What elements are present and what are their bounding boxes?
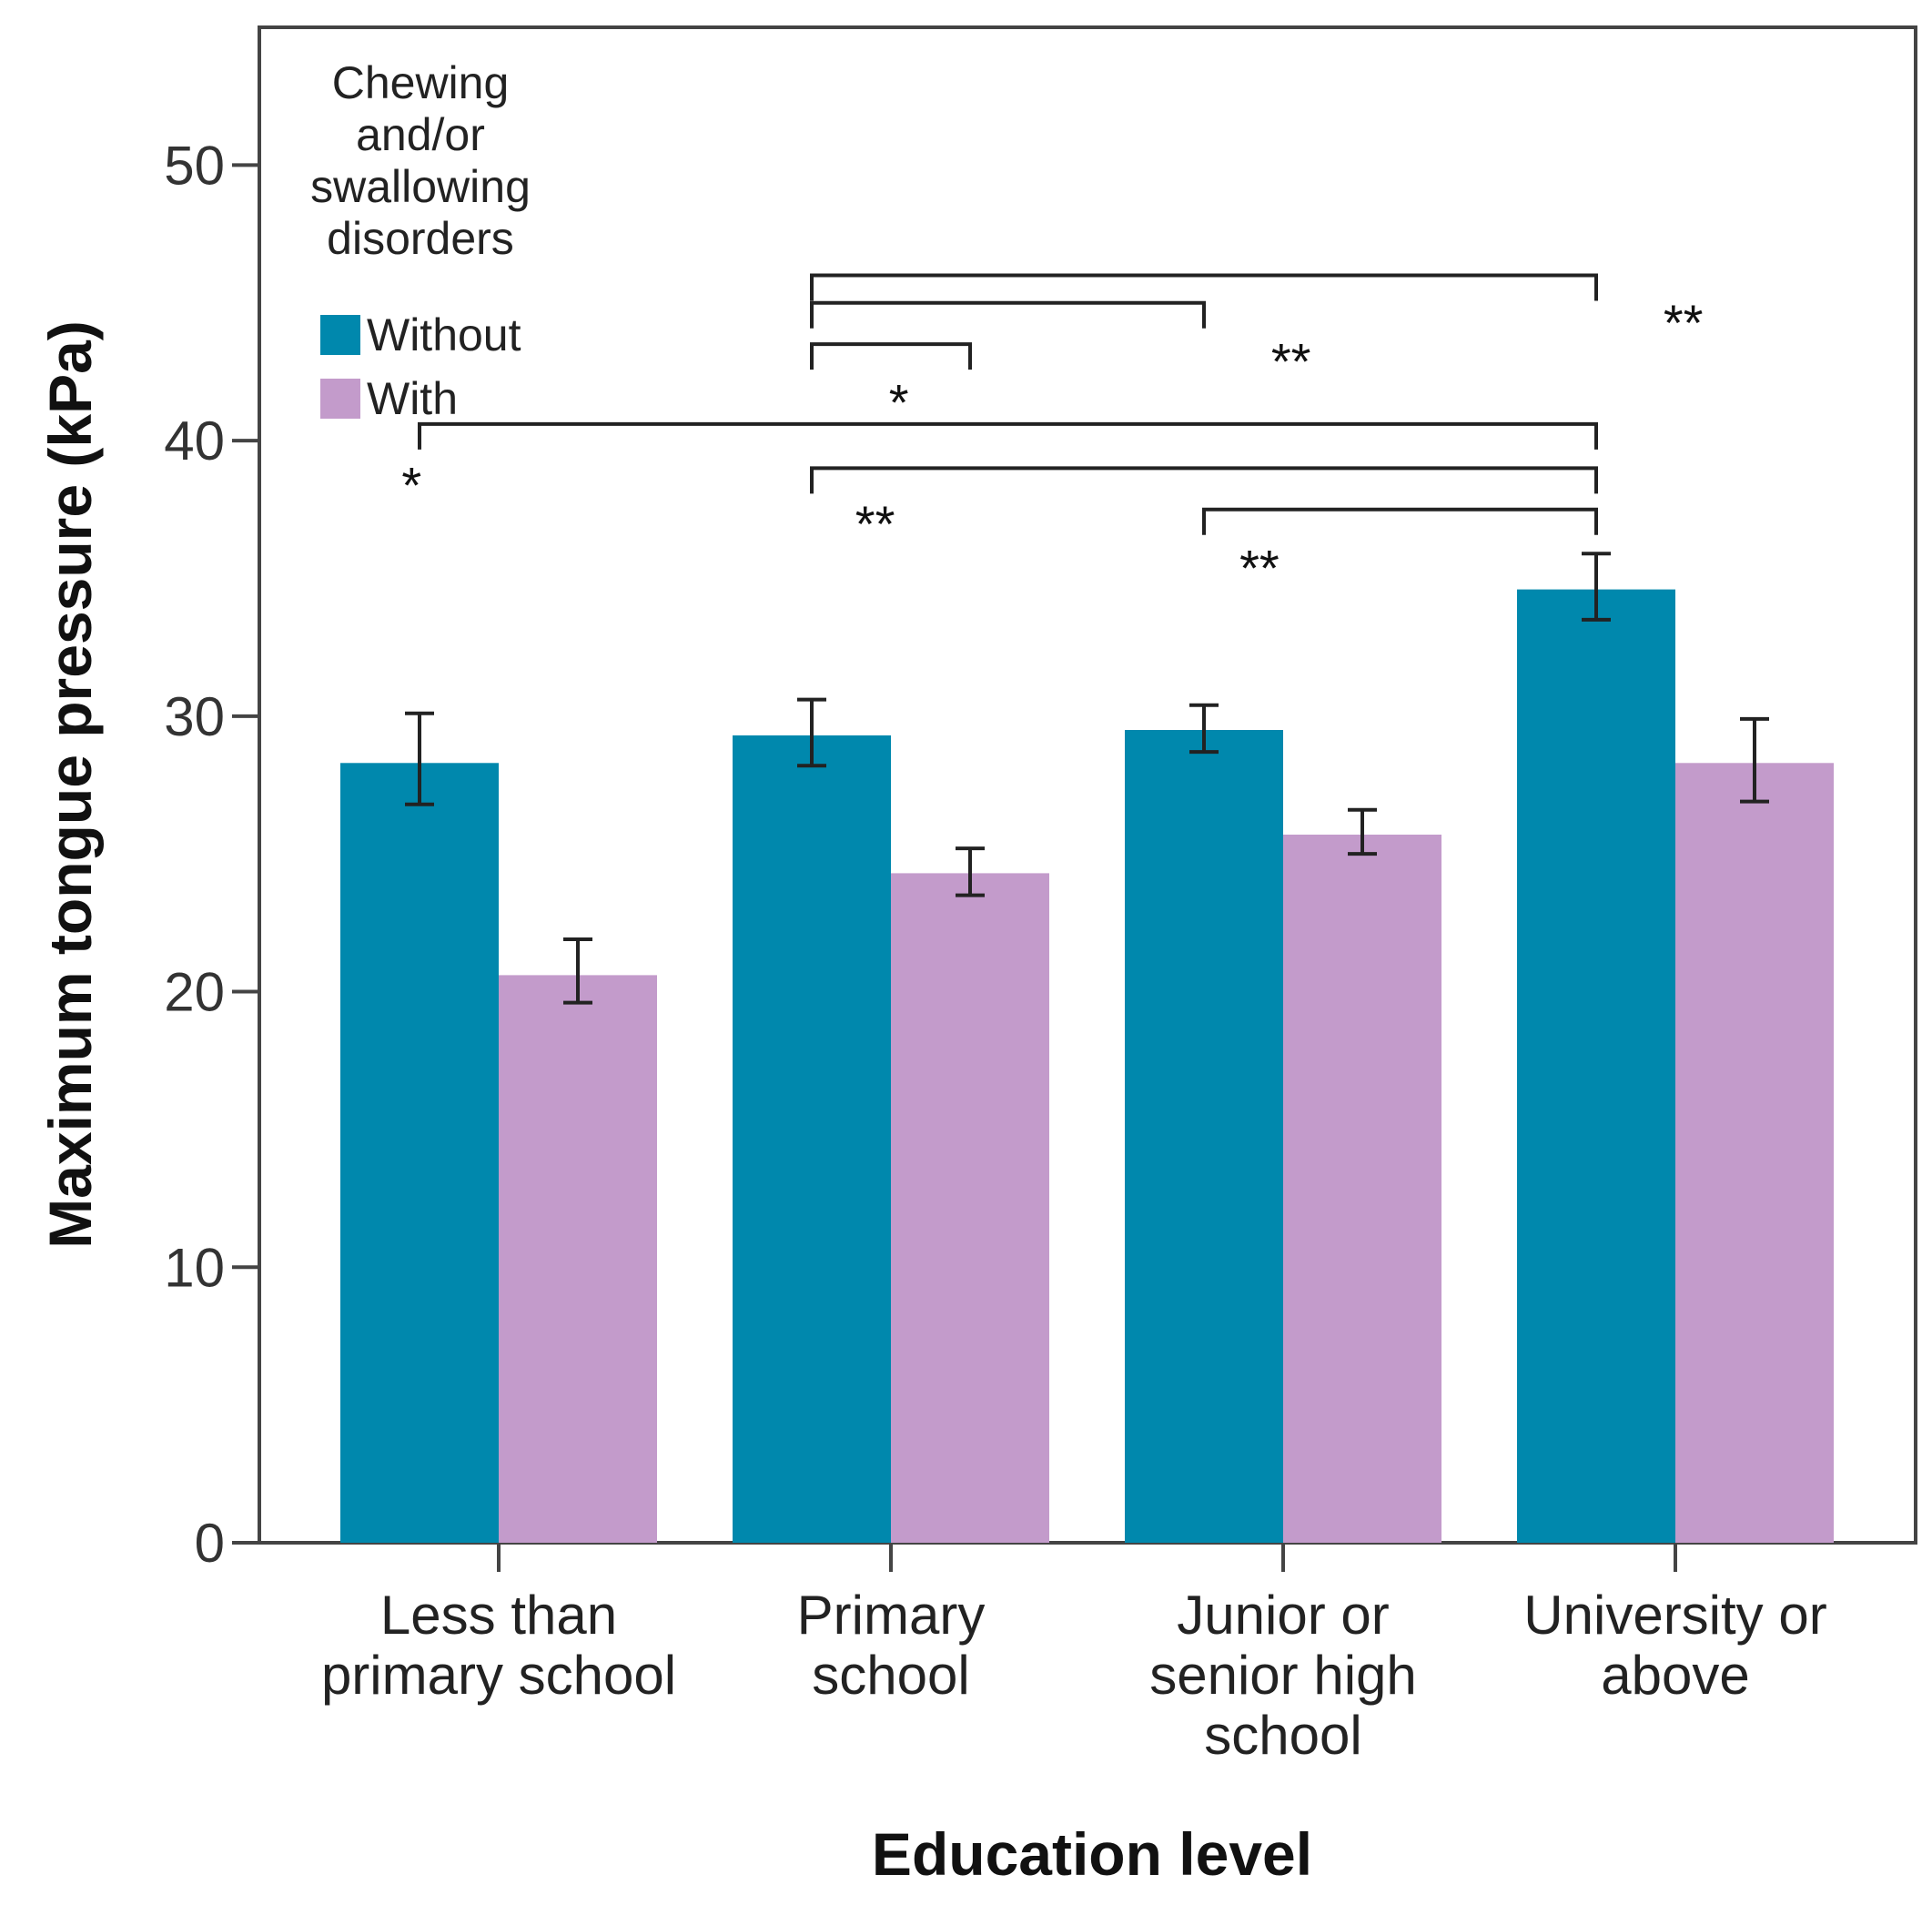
significance-bracket-3 — [418, 421, 1598, 450]
significance-label-4: ** — [855, 495, 895, 552]
y-axis-title: Maximum tongue pressure (kPa) — [36, 320, 104, 1249]
bars-layer — [340, 589, 1834, 1543]
legend-title-line: Chewing — [332, 57, 510, 108]
significance-label-2: * — [889, 374, 909, 431]
legend-title: Chewing and/or swallowing disorders — [310, 57, 531, 264]
x-tick-label-3: University or above — [1523, 1585, 1826, 1706]
error-bars-layer — [405, 552, 1769, 1005]
bar-with-0 — [499, 975, 657, 1543]
y-tick-label-30: 30 — [164, 686, 225, 747]
legend-swatch-with — [320, 379, 360, 419]
x-tick-label-line: University or — [1523, 1585, 1826, 1646]
x-tick-label-1: Primary school — [797, 1585, 986, 1706]
legend-title-line: disorders — [327, 213, 514, 264]
x-tick-label-line: primary school — [321, 1645, 676, 1706]
bar-with-1 — [891, 873, 1049, 1543]
x-tick-label-line: senior high — [1149, 1645, 1417, 1706]
significance-label-0: ** — [1664, 294, 1704, 351]
y-tick-label-10: 10 — [164, 1237, 225, 1298]
x-tick-label-line: Less than — [380, 1585, 617, 1646]
legend-label-with: With — [367, 373, 458, 424]
significance-label-3: * — [401, 457, 421, 514]
legend-swatch-without — [320, 315, 360, 355]
bar-with-3 — [1675, 763, 1834, 1543]
significance-bracket-1 — [810, 300, 1206, 329]
x-tick-label-line: above — [1601, 1645, 1749, 1706]
significance-label-1: ** — [1271, 332, 1311, 390]
y-tick-label-50: 50 — [164, 135, 225, 196]
bar-without-0 — [340, 763, 499, 1543]
significance-bracket-5 — [1202, 507, 1598, 535]
bar-with-2 — [1283, 835, 1441, 1543]
legend: Chewing and/or swallowing disorders Without W… — [310, 57, 531, 424]
y-tick-label-40: 40 — [164, 410, 225, 471]
x-tick-label-0: Less than primary school — [321, 1585, 676, 1706]
significance-bracket-0 — [810, 273, 1598, 301]
x-tick-label-line: school — [812, 1645, 969, 1706]
significance-label-5: ** — [1239, 539, 1280, 596]
y-axis: 0 10 20 30 40 50 — [164, 135, 259, 1574]
legend-label-without: Without — [367, 309, 521, 360]
x-tick-label-2: Junior or senior high school — [1149, 1585, 1417, 1766]
legend-title-line: swallowing — [310, 161, 531, 212]
bar-without-1 — [733, 735, 891, 1543]
significance-bracket-4 — [810, 466, 1598, 494]
bar-without-2 — [1125, 730, 1283, 1543]
significance-brackets: ********** — [401, 273, 1704, 596]
x-tick-label-line: Primary — [797, 1585, 986, 1646]
x-tick-label-line: Junior or — [1177, 1585, 1389, 1646]
bar-without-3 — [1517, 589, 1675, 1543]
x-tick-label-line: school — [1204, 1705, 1361, 1766]
y-tick-label-0: 0 — [195, 1513, 225, 1574]
y-tick-label-20: 20 — [164, 962, 225, 1023]
legend-title-line: and/or — [356, 109, 485, 160]
significance-bracket-2 — [810, 342, 972, 370]
x-axis-title: Education level — [872, 1820, 1312, 1888]
